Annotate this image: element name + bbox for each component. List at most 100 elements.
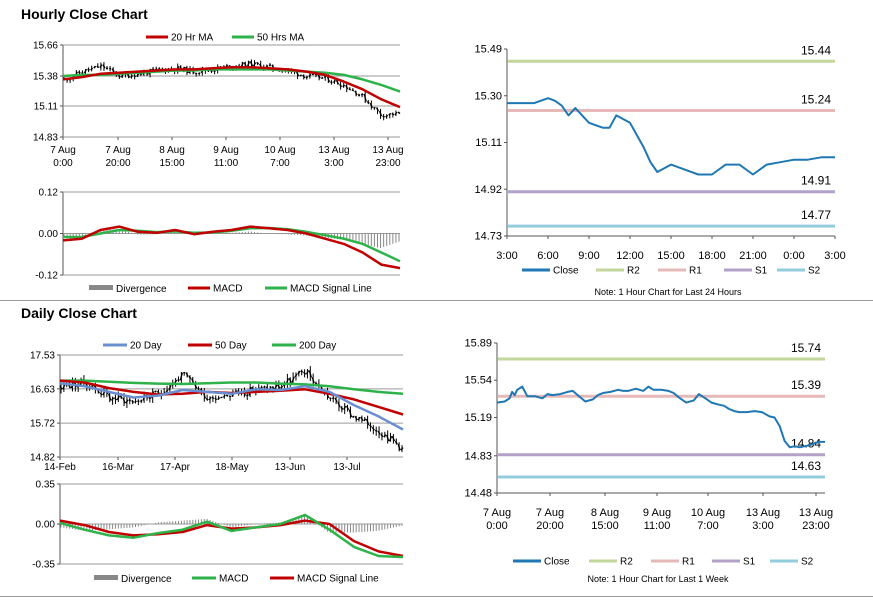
hourly-price-candle-body xyxy=(391,112,395,116)
daily-price-candle-body xyxy=(168,385,172,391)
hourly-price-candle-body xyxy=(126,73,131,78)
hourly-price-candle-body xyxy=(382,115,385,118)
hourly-close-level-r1-label: 15.24 xyxy=(801,93,831,107)
daily-price-xtick-label: 14-Feb xyxy=(44,462,76,473)
hourly-price-candle-body xyxy=(93,65,97,69)
daily-price-candle-body xyxy=(314,382,318,385)
hourly-legend-divergence-swatch xyxy=(89,285,113,290)
daily-price-candle-body xyxy=(288,378,292,383)
daily-macd-ytick-label: 0.35 xyxy=(36,480,56,491)
hourly-price-candle-body xyxy=(197,72,201,75)
hourly-price-ytick-label: 15.38 xyxy=(33,72,58,83)
hourly-price-candle-body xyxy=(317,74,321,79)
daily-price-candle-body xyxy=(134,400,137,404)
hourly-price-candle-body xyxy=(385,114,389,118)
hourly-close-xtick-label: 21:00 xyxy=(739,250,767,262)
daily-close-legend-r2-label: R2 xyxy=(620,557,633,568)
hourly-price-candle-body xyxy=(363,93,367,102)
hourly-close-ytick-label: 15.49 xyxy=(474,44,502,56)
daily-price-candle-body xyxy=(388,435,393,442)
daily-price-candle-body xyxy=(128,399,132,402)
hourly-legend-ma20-label: 20 Hr MA xyxy=(171,33,214,44)
hourly-price-xtick-label: 23:00 xyxy=(375,158,400,169)
daily-price-candle-body xyxy=(365,418,370,426)
daily-price-candle-body xyxy=(348,409,353,418)
hourly-close-xtick-label: 15:00 xyxy=(657,250,685,262)
hourly-price-candle-body xyxy=(102,64,106,69)
daily-price-candle-body xyxy=(111,397,115,401)
daily-close-xtick-label: 13 Aug xyxy=(746,507,780,519)
daily-ma200-line xyxy=(60,379,404,396)
daily-price-candle-body xyxy=(59,385,63,390)
hourly-price-xtick-label: 8 Aug xyxy=(159,145,185,156)
daily-price-candle-body xyxy=(308,370,312,378)
daily-price-candle-body xyxy=(211,396,215,399)
daily-price-ytick-label: 15.72 xyxy=(30,419,55,430)
hourly-price-ytick-label: 14.83 xyxy=(33,133,58,144)
hourly-price-candle-body xyxy=(83,68,88,74)
daily-price-candle-body xyxy=(360,416,364,422)
hourly-close-legend-r2-label: R2 xyxy=(627,266,640,277)
hourly-close-ytick-label: 14.73 xyxy=(474,231,502,243)
daily-price-candle-body xyxy=(357,416,361,421)
daily-price-candle-body xyxy=(394,440,398,445)
daily-ma20-line xyxy=(59,381,404,431)
hourly-price-candle-body xyxy=(351,89,355,92)
daily-price-candle-body xyxy=(329,397,332,400)
hourly-macd-line xyxy=(62,225,401,270)
daily-price-candle-body xyxy=(340,406,344,410)
daily-price-candle-body xyxy=(380,433,384,438)
daily-price-candle-body xyxy=(400,447,404,451)
hourly-price-candle-body xyxy=(99,64,103,68)
hourly-price-xtick-label: 3:00 xyxy=(324,158,344,169)
daily-close-ytick-label: 14.83 xyxy=(464,450,492,462)
daily-close-level-r2-label: 15.74 xyxy=(791,341,821,355)
hourly-macd-ytick-label: -0.12 xyxy=(35,271,58,282)
daily-price-candle-body xyxy=(125,399,129,404)
daily-close-ytick-label: 15.54 xyxy=(464,375,492,387)
hourly-legend-signal-label: MACD Signal Line xyxy=(290,284,372,295)
hourly-price-candle-body xyxy=(225,64,229,67)
hourly-close-ytick-label: 15.11 xyxy=(475,137,502,149)
daily-price-candle-body xyxy=(139,399,143,403)
hourly-price-candle-body xyxy=(378,110,383,117)
daily-price-candle-body xyxy=(277,384,281,389)
hourly-price-candle-body xyxy=(96,65,100,69)
daily-legend-divergence-label: Divergence xyxy=(121,574,172,585)
hourly-price-xtick-label: 7:00 xyxy=(270,158,290,169)
hourly-close-legend-close-label: Close xyxy=(553,266,579,277)
daily-price-ytick-label: 14.82 xyxy=(30,453,55,464)
hourly-price-candle-body xyxy=(360,93,364,96)
daily-price-candle-body xyxy=(294,373,298,378)
daily-price-candle-body xyxy=(62,384,66,390)
hourly-price-candle-body xyxy=(342,84,346,88)
daily-close-xtick-label: 7:00 xyxy=(697,520,718,532)
hourly-price-xtick-label: 9 Aug xyxy=(213,145,239,156)
hourly-price-candle-body xyxy=(77,71,81,74)
hourly-price-candle-body xyxy=(388,112,392,116)
daily-close-xtick-label: 10 Aug xyxy=(691,507,725,519)
daily-close-ytick-label: 15.89 xyxy=(464,338,492,350)
daily-price-candle-body xyxy=(208,396,212,401)
hourly-close-level-s2-label: 14.77 xyxy=(801,208,831,222)
daily-price-candle-body xyxy=(119,395,123,399)
daily-close-xtick-label: 8 Aug xyxy=(591,507,619,519)
daily-legend-signal-label: MACD Signal Line xyxy=(297,574,379,585)
hourly-price-candle-body xyxy=(90,67,94,71)
daily-price-candle-body xyxy=(225,394,229,397)
hourly-price-candle-body xyxy=(117,74,121,78)
daily-close-xtick-label: 11:00 xyxy=(644,520,671,532)
daily-close-xtick-label: 20:00 xyxy=(536,520,564,532)
hourly-price-candle-body xyxy=(302,74,306,79)
hourly-close-xtick-label: 12:00 xyxy=(616,250,644,262)
hourly-price-candle-body xyxy=(332,79,336,83)
daily-price-candle-body xyxy=(165,389,169,393)
daily-close-xtick-label: 23:00 xyxy=(802,520,830,532)
daily-ma50-line xyxy=(59,379,404,416)
daily-price-candle-body xyxy=(345,405,350,410)
daily-close-xtick-label: 15:00 xyxy=(591,520,619,532)
daily-macd-line xyxy=(59,513,404,559)
hourly-price-xtick-label: 10 Aug xyxy=(264,145,295,156)
daily-close-xtick-label: 7 Aug xyxy=(536,507,564,519)
